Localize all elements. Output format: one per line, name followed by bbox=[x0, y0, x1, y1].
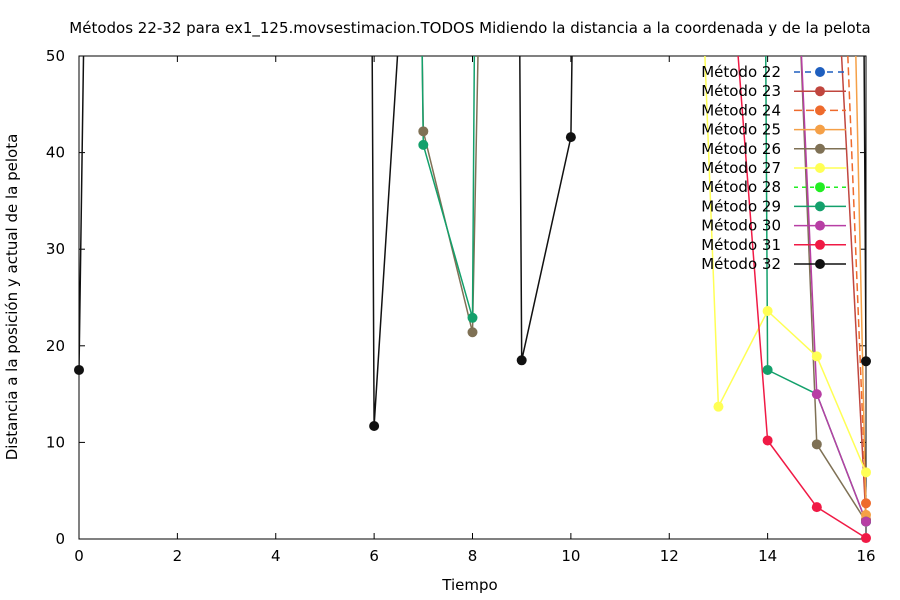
legend-label: Método 22 bbox=[701, 63, 781, 81]
data-point bbox=[369, 420, 380, 431]
data-point bbox=[713, 401, 724, 412]
marker-layer bbox=[74, 126, 871, 544]
legend-swatch-marker bbox=[815, 67, 825, 77]
x-tick-label: 0 bbox=[74, 547, 84, 565]
axes: 0 2 4 6 8 10 12 14 16 0 10 20 30 40 50 bbox=[46, 47, 876, 565]
data-point bbox=[811, 502, 822, 513]
series-line bbox=[421, 56, 867, 523]
x-tick-label: 14 bbox=[758, 547, 777, 565]
legend-label: Método 27 bbox=[701, 159, 781, 177]
legend-swatch-marker bbox=[815, 86, 825, 97]
legend-label: Método 31 bbox=[701, 236, 781, 254]
legend-label: Método 28 bbox=[701, 178, 781, 196]
series-line bbox=[421, 56, 867, 522]
data-point bbox=[861, 533, 871, 544]
x-tick-label: 8 bbox=[468, 547, 478, 565]
x-tick-label: 12 bbox=[660, 547, 679, 565]
y-tick-label: 0 bbox=[55, 530, 65, 548]
legend-swatch-marker bbox=[815, 201, 825, 212]
series-line bbox=[737, 56, 867, 539]
legend-label: Método 32 bbox=[701, 255, 781, 273]
data-point bbox=[565, 132, 576, 143]
x-tick-label: 16 bbox=[856, 547, 875, 565]
legend-label: Método 24 bbox=[701, 101, 781, 119]
data-point bbox=[516, 355, 527, 366]
series-line bbox=[855, 56, 867, 515]
x-axis-label: Tiempo bbox=[441, 576, 497, 594]
y-axis-label: Distancia a la posición y actual de la p… bbox=[3, 134, 21, 461]
x-tick-label: 2 bbox=[173, 547, 183, 565]
data-point bbox=[418, 126, 429, 137]
data-point bbox=[762, 435, 773, 446]
data-point bbox=[861, 356, 871, 367]
data-point bbox=[762, 364, 773, 375]
legend-label: Método 26 bbox=[701, 140, 781, 158]
x-tick-label: 4 bbox=[271, 547, 281, 565]
legend-swatch-marker bbox=[815, 105, 825, 116]
data-point bbox=[811, 389, 822, 400]
x-tick-label: 6 bbox=[369, 547, 379, 565]
y-tick-label: 40 bbox=[46, 144, 65, 162]
data-point bbox=[74, 364, 84, 375]
data-point bbox=[762, 306, 773, 317]
legend-swatch-marker bbox=[815, 182, 825, 193]
y-tick-label: 50 bbox=[46, 47, 65, 65]
series-line bbox=[840, 56, 867, 520]
data-point bbox=[861, 516, 871, 527]
y-tick-label: 10 bbox=[46, 433, 65, 451]
data-point bbox=[418, 139, 429, 150]
legend-swatch-marker bbox=[815, 259, 825, 269]
x-tick-label: 10 bbox=[561, 547, 580, 565]
data-point bbox=[467, 312, 478, 323]
legend-label: Método 23 bbox=[701, 82, 781, 100]
legend-swatch-marker bbox=[815, 220, 825, 231]
data-point bbox=[861, 467, 871, 478]
data-point bbox=[811, 351, 822, 362]
data-point bbox=[861, 498, 871, 509]
y-tick-label: 20 bbox=[46, 337, 65, 355]
data-point bbox=[467, 327, 478, 338]
legend-swatch-marker bbox=[815, 143, 825, 154]
legend-label: Método 30 bbox=[701, 217, 781, 235]
data-point bbox=[811, 439, 822, 450]
legend-swatch-marker bbox=[815, 239, 825, 250]
legend-swatch-marker bbox=[815, 124, 825, 135]
legend-swatch-marker bbox=[815, 163, 825, 173]
legend-label: Método 25 bbox=[701, 121, 781, 139]
legend-label: Método 29 bbox=[701, 197, 781, 215]
chart-title: Métodos 22-32 para ex1_125.movsestimacio… bbox=[69, 19, 870, 38]
y-tick-label: 30 bbox=[46, 240, 65, 258]
